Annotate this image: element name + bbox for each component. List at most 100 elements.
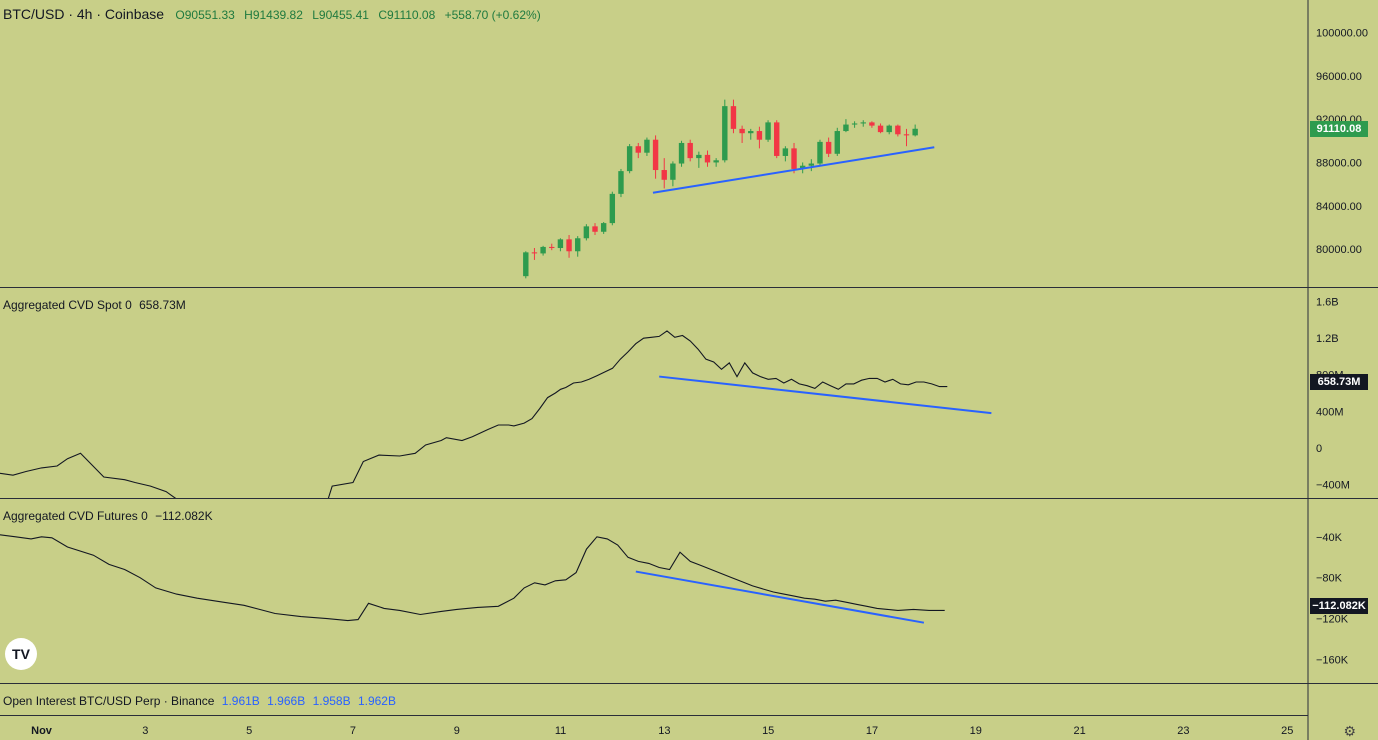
cvd-spot-pane[interactable]: [0, 330, 992, 539]
x-tick-label: 19: [970, 725, 982, 737]
candle: [825, 141, 832, 154]
candle: [618, 171, 624, 194]
price-tag: 91110.08: [1310, 121, 1368, 137]
candle: [843, 124, 849, 132]
tradingview-logo[interactable]: TV: [5, 638, 37, 670]
y-tick-label: 0: [1316, 443, 1322, 455]
candle: [817, 141, 823, 164]
cvd-futures-line: [0, 534, 945, 622]
candle: [765, 122, 771, 140]
candle: [644, 139, 650, 153]
y-tick-label: −120K: [1316, 614, 1349, 626]
y-tick-label: 84000.00: [1316, 201, 1362, 213]
candle: [748, 131, 754, 134]
x-tick-label: 7: [350, 725, 356, 737]
candle: [696, 154, 702, 159]
y-tick-label: 400M: [1316, 406, 1344, 418]
y-tick-label: −400M: [1316, 479, 1350, 491]
oi-value: 1.961B: [221, 694, 260, 708]
candle: [739, 128, 745, 134]
candle: [912, 128, 918, 136]
candle: [851, 123, 858, 125]
oi-value: 1.962B: [357, 694, 396, 708]
candle: [626, 146, 633, 172]
symbol-legend[interactable]: BTC/USD · 4h · Coinbase O90551.33 H91439…: [3, 6, 541, 22]
candle: [895, 125, 901, 135]
candle: [730, 106, 737, 129]
candle: [609, 193, 616, 224]
candle: [791, 148, 797, 169]
x-tick-label: 3: [142, 725, 148, 737]
candle: [678, 142, 685, 164]
price-pane[interactable]: [523, 99, 935, 279]
candle: [860, 122, 866, 124]
price-trendline[interactable]: [652, 146, 935, 194]
open-interest-title: Open Interest BTC/USD Perp · Binance: [3, 694, 215, 708]
cvd-spot-value: 658.73M: [139, 298, 186, 312]
x-tick-label: 17: [866, 725, 878, 737]
candle: [722, 106, 728, 161]
change-value: +558.70 (+0.62%): [444, 8, 541, 22]
y-tick-label: 100000.00: [1316, 27, 1368, 39]
candle: [869, 122, 875, 126]
candle: [540, 246, 546, 254]
y-tick-label: −40K: [1316, 532, 1343, 544]
cvd-futures-legend[interactable]: Aggregated CVD Futures 0 −112.082K: [3, 509, 213, 523]
close-value: C91110.08: [378, 8, 436, 22]
candle: [575, 238, 581, 252]
candle: [531, 252, 538, 254]
cvd-spot-tag: 658.73M: [1310, 374, 1368, 390]
candle: [808, 163, 815, 166]
x-tick-label: 15: [762, 725, 774, 737]
candle: [523, 252, 529, 277]
cvd-futures-trendline[interactable]: [635, 570, 925, 624]
candle: [756, 131, 763, 140]
symbol-title[interactable]: BTC/USD · 4h · Coinbase: [3, 6, 165, 22]
cvd-spot-line: [0, 330, 948, 498]
candle: [583, 226, 590, 239]
candle: [661, 170, 667, 180]
cvd-futures-title: Aggregated CVD Futures 0: [3, 509, 148, 523]
candle: [774, 122, 780, 156]
candle: [886, 125, 892, 133]
candle: [600, 223, 607, 232]
cvd-spot-legend[interactable]: Aggregated CVD Spot 0 658.73M: [3, 298, 186, 312]
candle: [670, 163, 676, 180]
cvd-futures-value: −112.082K: [155, 509, 213, 523]
candle: [635, 146, 641, 153]
candle: [834, 131, 840, 154]
cvd-futures-pane[interactable]: [0, 534, 945, 624]
axes: 100000.0096000.0092000.0088000.0084000.0…: [31, 27, 1368, 737]
y-tick-label: 88000.00: [1316, 157, 1362, 169]
high-value: H91439.82: [244, 8, 303, 22]
y-tick-label: 1.6B: [1316, 297, 1339, 309]
cvd-futures-tag: −112.082K: [1310, 598, 1368, 614]
candle: [549, 246, 555, 249]
candle: [652, 139, 659, 171]
candle: [903, 134, 910, 136]
low-value: L90455.41: [312, 8, 369, 22]
open-interest-legend[interactable]: Open Interest BTC/USD Perp · Binance 1.9…: [3, 694, 396, 708]
x-tick-label: 9: [454, 725, 460, 737]
candle: [782, 148, 789, 156]
cvd-spot-title: Aggregated CVD Spot 0: [3, 298, 132, 312]
y-tick-label: 80000.00: [1316, 244, 1362, 256]
y-tick-label: 1.2B: [1316, 333, 1339, 345]
candle: [592, 226, 598, 232]
oi-value: 1.966B: [267, 694, 306, 708]
x-tick-label: 21: [1073, 725, 1085, 737]
x-tick-label: 23: [1177, 725, 1189, 737]
candle: [704, 154, 711, 163]
cvd-spot-trendline[interactable]: [659, 375, 992, 415]
candle: [713, 160, 719, 163]
candle: [687, 142, 693, 159]
oi-value: 1.958B: [312, 694, 351, 708]
x-tick-label: Nov: [31, 725, 53, 737]
x-tick-label: 11: [555, 725, 566, 737]
settings-gear-icon[interactable]: ⚙: [1343, 723, 1356, 739]
x-tick-label: 5: [246, 725, 252, 737]
candle: [566, 239, 572, 252]
candle: [877, 125, 884, 133]
